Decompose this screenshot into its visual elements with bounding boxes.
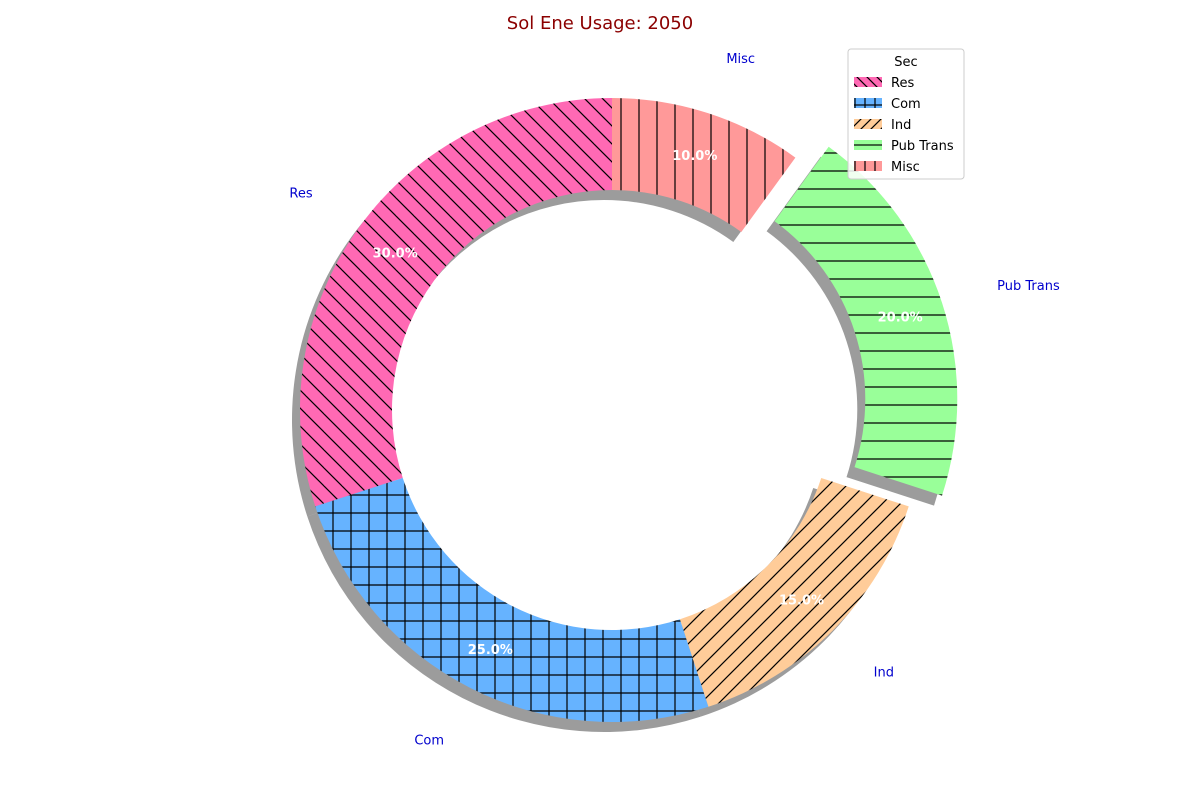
percent-label-misc: 10.0% [672, 149, 717, 164]
legend-label-res: Res [891, 76, 914, 91]
wedge-pub-trans [774, 146, 958, 496]
legend-label-misc: Misc [891, 160, 920, 175]
category-label-pub-trans: Pub Trans [997, 279, 1060, 294]
percent-labels: 30.0% 25.0% 15.0% 20.0% 10.0% [373, 149, 923, 658]
legend-label-pub-trans: Pub Trans [891, 139, 954, 154]
wedge-misc [612, 98, 796, 233]
legend-entry-misc: Misc [854, 160, 920, 175]
percent-label-res: 30.0% [373, 246, 418, 261]
legend-swatch-com [854, 98, 882, 108]
legend-entry-pub-trans: Pub Trans [854, 139, 954, 154]
legend: Sec Res Com Ind Pub Trans Misc [847, 48, 965, 180]
wedges [300, 98, 958, 722]
legend-label-com: Com [891, 97, 921, 112]
category-labels: Res Com Ind Pub Trans Misc [289, 52, 1060, 749]
percent-label-ind: 15.0% [779, 594, 824, 609]
wedge-ind [679, 477, 909, 707]
category-label-com: Com [414, 734, 444, 749]
percent-label-pub-trans: 20.0% [878, 310, 923, 325]
legend-swatch-pub-trans [854, 140, 882, 150]
legend-entry-res: Res [854, 76, 914, 91]
wedge-com [315, 477, 709, 722]
legend-entry-ind: Ind [854, 118, 911, 133]
chart-title: Sol Ene Usage: 2050 [507, 13, 693, 34]
category-label-res: Res [289, 187, 312, 202]
category-label-misc: Misc [726, 52, 755, 67]
wedge-res [300, 98, 612, 507]
legend-swatch-ind [854, 119, 882, 129]
legend-swatch-res [854, 77, 882, 87]
percent-label-com: 25.0% [468, 643, 513, 658]
legend-label-ind: Ind [891, 118, 911, 133]
legend-entry-com: Com [854, 97, 921, 112]
legend-title: Sec [894, 55, 917, 70]
legend-swatch-misc [854, 161, 882, 171]
category-label-ind: Ind [874, 666, 894, 681]
